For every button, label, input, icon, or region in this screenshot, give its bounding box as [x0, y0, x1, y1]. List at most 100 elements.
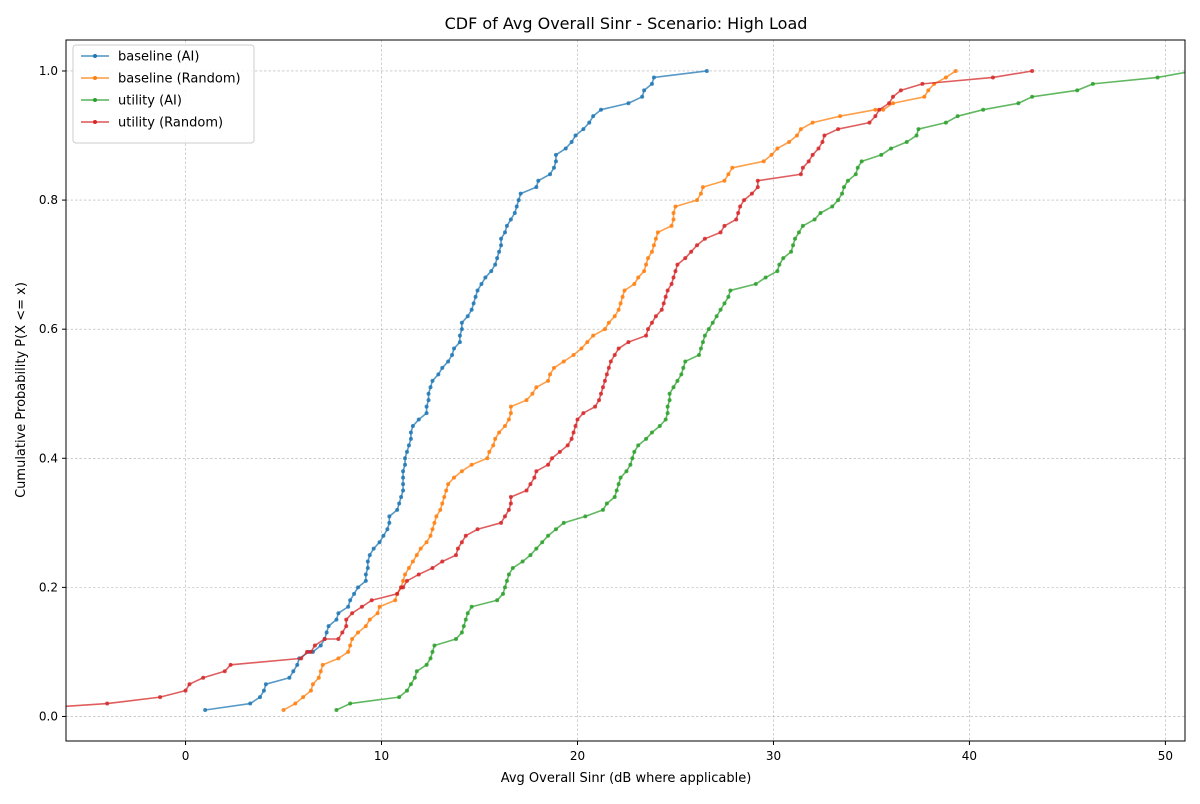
data-point — [530, 391, 535, 396]
data-point — [702, 333, 707, 338]
y-tick-label: 0.6 — [39, 322, 58, 336]
data-point — [228, 662, 233, 667]
plot-frame — [65, 39, 1186, 742]
data-point — [640, 94, 645, 99]
data-point — [375, 611, 380, 616]
data-point — [571, 430, 576, 435]
data-point — [455, 546, 460, 551]
data-point — [469, 462, 474, 467]
data-point — [444, 488, 449, 493]
data-point — [548, 172, 553, 177]
data-point — [408, 436, 413, 441]
data-point — [381, 533, 386, 538]
data-point — [440, 559, 445, 564]
x-tick-label: 40 — [962, 749, 977, 763]
data-point — [891, 101, 895, 106]
data-point — [499, 520, 504, 525]
data-point — [616, 346, 621, 351]
data-point — [348, 598, 353, 603]
data-point — [261, 688, 266, 693]
data-point — [512, 210, 517, 215]
y-tick-label: 0.8 — [39, 193, 58, 207]
data-point — [183, 688, 188, 693]
data-point — [583, 514, 588, 519]
data-point — [649, 249, 654, 254]
data-point — [352, 591, 357, 596]
x-tick-label: 10 — [374, 749, 389, 763]
data-point — [653, 314, 658, 319]
data-point — [573, 424, 578, 428]
data-point — [508, 495, 513, 500]
data-point — [287, 675, 292, 680]
data-point — [698, 346, 703, 351]
data-point — [404, 688, 409, 693]
data-point — [661, 301, 666, 306]
data-point — [497, 249, 502, 254]
data-point — [763, 275, 768, 280]
data-point — [187, 682, 192, 687]
data-point — [889, 146, 894, 151]
data-point — [406, 566, 411, 571]
data-point — [540, 540, 545, 545]
data-point — [573, 133, 578, 138]
data-point — [636, 275, 641, 280]
data-point — [401, 585, 406, 590]
data-point — [546, 462, 551, 467]
data-point — [518, 191, 523, 196]
data-point — [626, 340, 631, 345]
data-point — [867, 120, 872, 125]
data-point — [516, 198, 521, 203]
data-point — [1030, 68, 1035, 73]
data-point — [340, 630, 345, 635]
data-point — [322, 637, 327, 642]
data-point — [585, 340, 590, 345]
data-point — [281, 708, 286, 713]
x-tick-label: 50 — [1158, 749, 1173, 763]
data-point — [683, 359, 688, 364]
legend-label: utility (AI) — [118, 94, 182, 109]
data-point — [775, 269, 780, 274]
data-point — [546, 378, 551, 383]
data-point — [446, 482, 451, 487]
data-point — [452, 475, 457, 480]
data-point — [308, 649, 313, 654]
data-point — [408, 430, 413, 435]
data-point — [395, 507, 400, 512]
data-point — [506, 417, 511, 422]
y-tick-label: 1.0 — [39, 64, 58, 78]
data-point — [651, 75, 656, 80]
data-point — [565, 443, 570, 448]
data-point — [581, 411, 586, 416]
data-point — [428, 533, 433, 538]
data-point — [922, 94, 927, 99]
data-point — [105, 701, 110, 706]
data-point — [722, 223, 727, 228]
legend-swatch-marker — [93, 120, 97, 124]
data-point — [404, 578, 409, 583]
data-point — [702, 236, 707, 241]
series-line — [336, 71, 1185, 711]
data-point — [459, 320, 464, 325]
data-point — [1030, 94, 1035, 99]
data-point — [618, 475, 623, 480]
data-point — [604, 501, 609, 506]
data-point — [442, 495, 447, 500]
data-point — [436, 372, 441, 377]
data-point — [316, 675, 321, 680]
data-point — [563, 146, 568, 151]
data-point — [520, 559, 525, 564]
data-point — [414, 669, 419, 674]
data-point — [1016, 101, 1021, 106]
data-point — [532, 475, 537, 480]
data-point — [873, 114, 878, 119]
data-point — [385, 527, 390, 532]
data-point — [649, 320, 654, 325]
data-point — [810, 152, 815, 157]
data-point — [755, 185, 760, 190]
legend: baseline (AI) baseline (Random) utility (A… — [72, 44, 255, 144]
data-point — [671, 385, 676, 390]
data-point — [777, 262, 782, 267]
data-point — [401, 488, 406, 493]
data-point — [1090, 81, 1095, 86]
data-point — [336, 611, 341, 616]
